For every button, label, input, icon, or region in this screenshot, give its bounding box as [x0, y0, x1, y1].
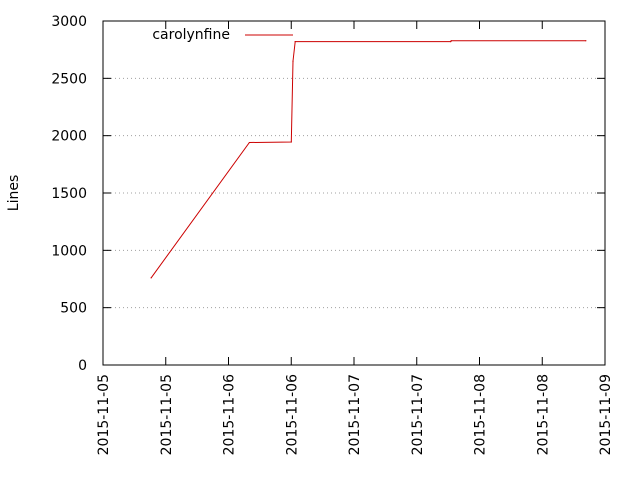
data-point [294, 41, 296, 43]
x-tick-label: 2015-11-08 [535, 374, 551, 455]
x-tick-label: 2015-11-06 [284, 374, 300, 455]
grid-lines [103, 77, 605, 309]
data-point [585, 40, 587, 42]
y-tick-label: 2000 [51, 129, 87, 145]
x-tick-label: 2015-11-09 [598, 374, 614, 455]
x-tick-label: 2015-11-05 [96, 374, 112, 455]
y-tick-label: 0 [78, 358, 87, 374]
data-point [150, 277, 152, 279]
x-tick-label: 2015-11-07 [410, 374, 426, 455]
series-group [150, 40, 587, 279]
y-tick-label: 2500 [51, 71, 87, 87]
plot-border [102, 20, 606, 366]
y-tick-label: 1500 [51, 186, 87, 202]
x-tick-label: 2015-11-05 [159, 374, 175, 455]
series-line [150, 40, 586, 279]
y-tick-label: 3000 [51, 14, 87, 30]
y-tick-label: 500 [60, 301, 87, 317]
legend-label: carolynfine [152, 27, 230, 43]
data-point [248, 141, 251, 144]
x-tick-label: 2015-11-06 [222, 374, 238, 455]
y-axis-label: Lines [6, 175, 22, 211]
y-tick-label: 1000 [51, 243, 87, 259]
y-axis: 0 500 1000 1500 2000 2500 3000 [51, 14, 605, 374]
legend: carolynfine [152, 27, 293, 43]
x-tick-label: 2015-11-08 [473, 374, 489, 455]
x-tick-label: 2015-11-07 [347, 374, 363, 455]
data-point [450, 41, 452, 43]
data-point [290, 141, 292, 143]
data-point [292, 60, 294, 62]
x-axis: 2015-11-05 2015-11-05 2015-11-06 2015-11-06… [96, 21, 614, 455]
data-point [450, 40, 452, 42]
